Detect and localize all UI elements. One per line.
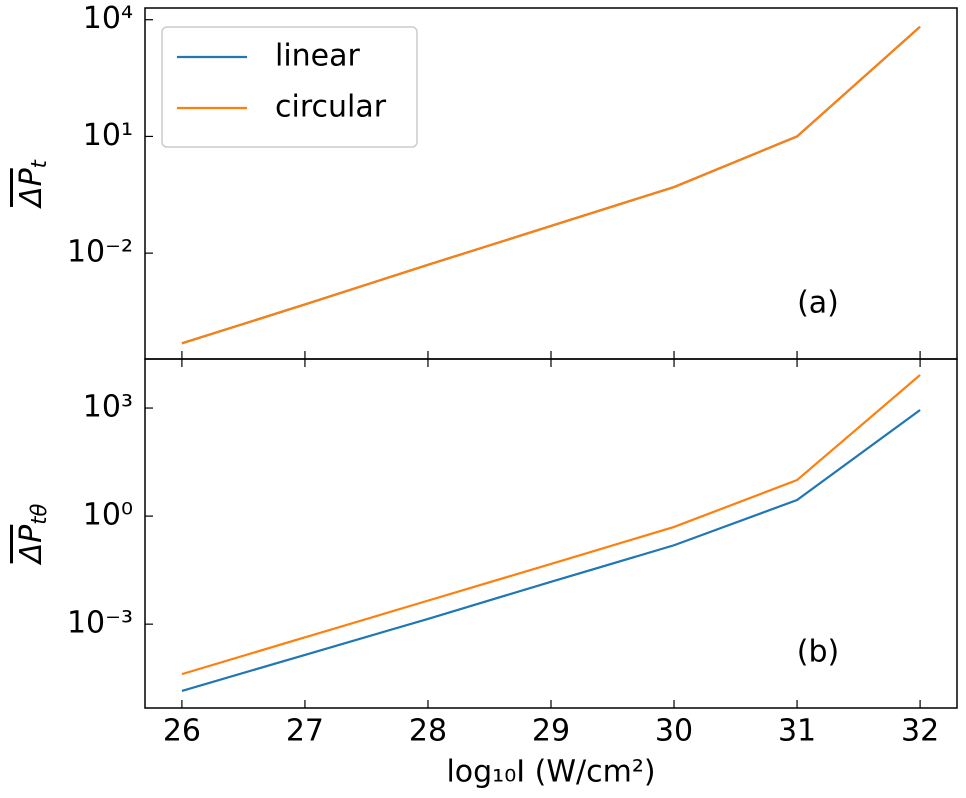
y-tick-label: 10⁻³ [67, 606, 133, 641]
y-tick-label: 10⁴ [83, 1, 133, 36]
panel-annotation: (a) [797, 286, 839, 321]
y-tick-label: 10¹ [83, 118, 133, 153]
y-tick-label: 10⁻² [67, 235, 133, 270]
x-tick-label: 28 [409, 714, 447, 749]
x-axis-label: log₁₀I (W/cm²) [446, 755, 655, 790]
legend-label: linear [275, 39, 361, 74]
series-line [181, 25, 921, 345]
x-tick-label: 32 [901, 714, 939, 749]
y-label-sub: tθ [27, 504, 51, 525]
y-tick-label: 10³ [83, 390, 133, 425]
x-tick-label: 26 [163, 714, 201, 749]
legend-label: circular [275, 90, 387, 125]
x-tick-label: 27 [286, 714, 324, 749]
y-label-sub: t [27, 159, 51, 168]
series-line [181, 409, 921, 692]
y-label-main: ΔP [14, 167, 49, 209]
y-tick-label: 10⁰ [83, 498, 133, 533]
x-tick-label: 31 [778, 714, 816, 749]
y-label-main: ΔP [14, 524, 49, 566]
series-line [181, 374, 921, 676]
x-tick-label: 29 [532, 714, 570, 749]
panel-annotation: (b) [797, 635, 839, 670]
y-axis-label: ΔPtθ [14, 504, 52, 566]
y-axis-label: ΔPt [14, 159, 52, 209]
x-tick-label: 30 [655, 714, 693, 749]
